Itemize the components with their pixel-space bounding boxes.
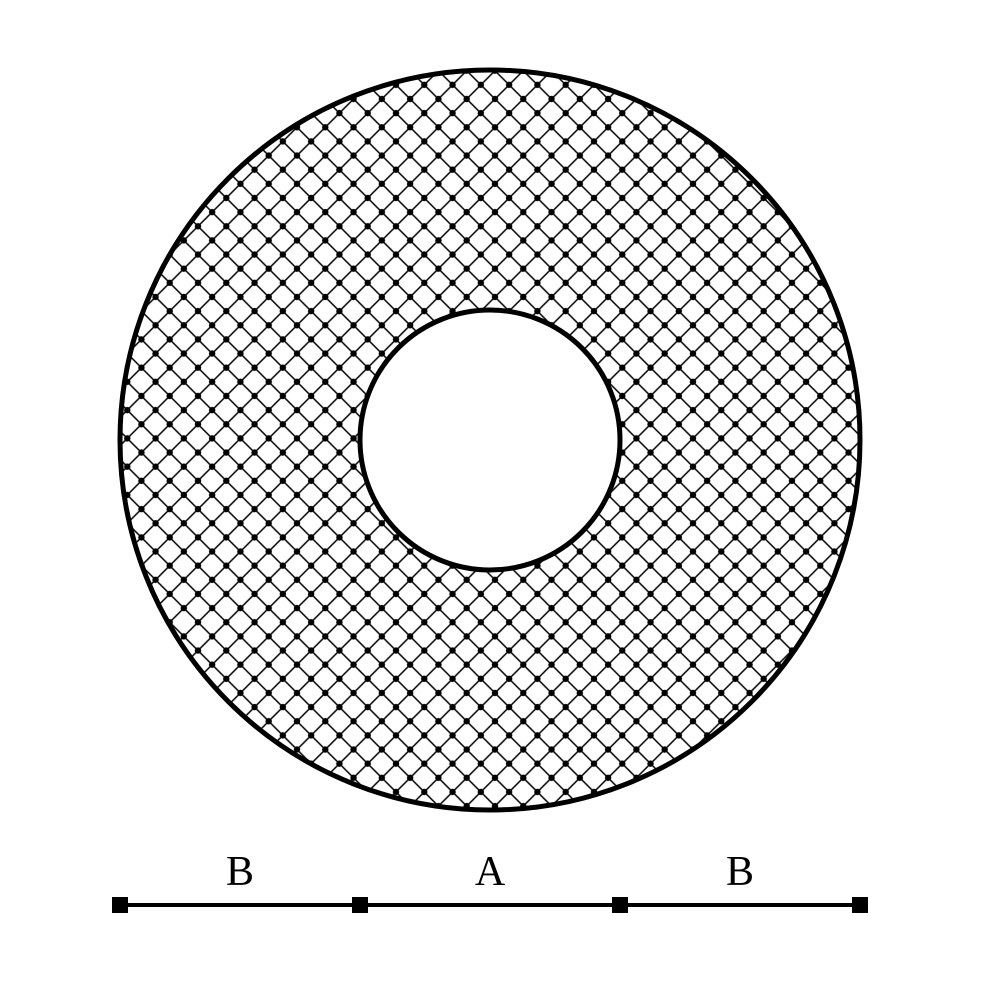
dimension-tick bbox=[352, 897, 368, 913]
dimension-label-a-1: A bbox=[475, 849, 506, 895]
dimension-bar: BAB bbox=[112, 849, 868, 913]
dimension-label-b-0: B bbox=[226, 849, 254, 895]
inner-circle bbox=[360, 310, 620, 570]
diagram-canvas: BAB bbox=[0, 0, 1000, 1000]
ring-cross-section bbox=[115, 65, 865, 815]
dimension-label-b-2: B bbox=[726, 849, 754, 895]
dimension-tick bbox=[852, 897, 868, 913]
dimension-tick bbox=[112, 897, 128, 913]
dimension-tick bbox=[612, 897, 628, 913]
